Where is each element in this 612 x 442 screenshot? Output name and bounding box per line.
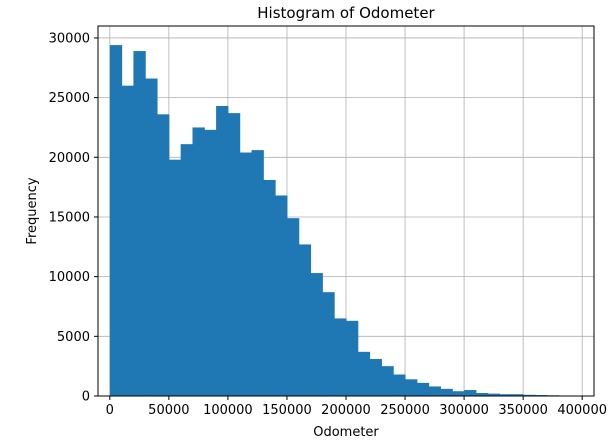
histogram-bar: [381, 366, 394, 396]
y-tick-label: 25000: [49, 91, 90, 106]
x-tick-label: 200000: [321, 403, 371, 418]
histogram-bar: [334, 318, 347, 396]
histogram-bar: [511, 394, 524, 396]
x-tick-label: 50000: [148, 403, 189, 418]
histogram-bar: [121, 85, 134, 396]
histogram-bar: [145, 78, 158, 397]
x-tick-label: 150000: [262, 403, 312, 418]
ticks-layer: 0 50000 100000 150000 200000 250000 300000 3500…: [49, 31, 607, 418]
histogram-bar: [286, 218, 300, 396]
x-axis-label: Odometer: [313, 425, 379, 440]
histogram-bar: [452, 391, 465, 396]
x-tick-label: 100000: [203, 403, 253, 418]
x-tick-label: 300000: [439, 403, 489, 418]
histogram-bar: [168, 159, 182, 396]
x-tick-label: 350000: [498, 403, 548, 418]
y-axis-label: Frequency: [25, 177, 40, 244]
histogram-bar: [239, 152, 253, 396]
histogram-bar: [251, 150, 264, 396]
histogram-bar: [204, 129, 217, 396]
histogram-bar: [464, 390, 477, 396]
histogram-bar: [192, 127, 205, 397]
x-tick-label: 0: [106, 403, 114, 418]
histogram-bar: [475, 393, 489, 396]
histogram-bar: [180, 144, 193, 396]
y-tick-label: 20000: [49, 151, 90, 166]
histogram-bar: [346, 320, 359, 396]
histogram-bar: [440, 388, 453, 396]
histogram-bar: [298, 244, 312, 396]
x-tick-label: 250000: [380, 403, 430, 418]
y-tick-label: 10000: [49, 270, 90, 285]
histogram-bar: [263, 179, 276, 396]
histogram-bar: [357, 351, 371, 396]
y-tick-label: 5000: [57, 330, 90, 345]
y-tick-label: 15000: [49, 210, 90, 225]
histogram-bar: [109, 45, 123, 397]
x-tick-label: 400000: [557, 403, 607, 418]
histogram-bar: [157, 114, 170, 397]
histogram-bar: [487, 393, 501, 396]
histogram-bar: [405, 379, 418, 396]
histogram-bar: [227, 113, 241, 397]
histogram-bar: [499, 394, 512, 396]
chart-title: Histogram of Odometer: [257, 4, 435, 22]
histogram-bar: [275, 195, 288, 396]
histogram-bar: [133, 51, 146, 397]
histogram-bar: [310, 273, 323, 396]
histogram-bar: [369, 359, 382, 396]
histogram-bar: [428, 386, 441, 396]
y-tick-label: 30000: [49, 31, 90, 46]
bars-layer: [109, 45, 583, 397]
histogram-bar: [216, 105, 229, 396]
y-tick-label: 0: [82, 390, 90, 405]
histogram-bar: [322, 292, 335, 396]
histogram-bar: [416, 382, 430, 396]
histogram-bar: [523, 394, 536, 396]
histogram-bar: [393, 374, 406, 396]
